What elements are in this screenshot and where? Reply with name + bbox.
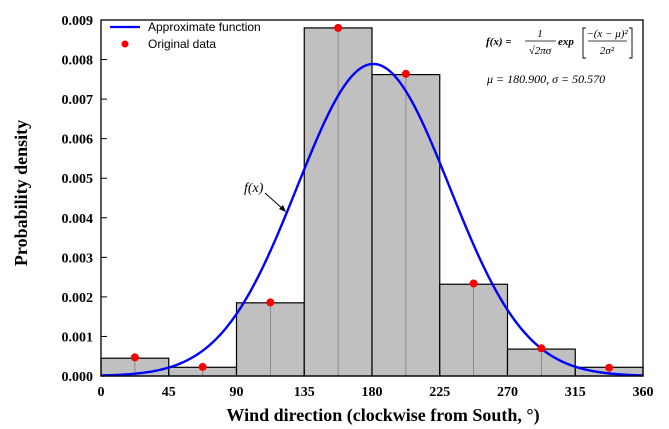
formula-inner-numerator: −(x − μ)² [586,28,628,40]
y-tick-label: 0.005 [62,172,94,187]
y-tick-label: 0.003 [62,251,94,266]
formula-inner-denominator: 2σ² [600,45,615,57]
x-tick-label: 45 [162,385,176,400]
x-tick-label: 315 [565,385,586,400]
formula-right-bracket [629,28,632,58]
curve-label: f(x) [244,181,264,196]
y-tick-label: 0.006 [62,133,94,148]
data-point [537,344,545,352]
y-tick-label: 0.008 [62,54,94,69]
formula-denominator: √2πσ [529,45,552,57]
y-tick-label: 0.001 [62,330,94,345]
formula: f(x) = 1 √2πσ exp −(x − μ)² 2σ² μ = 180.… [486,28,632,86]
legend-label-original-data: Original data [148,37,216,51]
y-tick-label: 0.002 [62,291,94,306]
formula-exp: exp [558,36,574,48]
data-point [334,24,342,32]
formula-lhs: f(x) = [486,36,512,48]
data-point [402,70,410,78]
x-tick-label: 180 [362,385,383,400]
formula-numerator: 1 [537,28,543,40]
data-point [266,298,274,306]
formula-params: μ = 180.900, σ = 50.570 [486,72,605,86]
x-tick-label: 90 [230,385,244,400]
data-point [131,353,139,361]
legend-label-approximate-function: Approximate function [148,20,261,34]
x-tick-label: 135 [294,385,315,400]
x-tick-label: 270 [497,385,518,400]
x-tick-label: 225 [429,385,450,400]
data-point [470,279,478,287]
x-tick-label: 0 [98,385,105,400]
y-axis-title: Probability density [11,120,31,266]
legend: Approximate function Original data [110,20,261,51]
data-point [199,363,207,371]
data-point [605,364,613,372]
y-tick-label: 0.000 [62,370,94,385]
legend-point-marker [122,41,129,48]
y-tick-label: 0.009 [62,14,94,29]
x-axis-title: Wind direction (clockwise from South, °) [226,405,539,426]
x-tick-label: 360 [633,385,654,400]
y-tick-label: 0.007 [62,93,94,108]
y-tick-label: 0.004 [62,212,94,227]
